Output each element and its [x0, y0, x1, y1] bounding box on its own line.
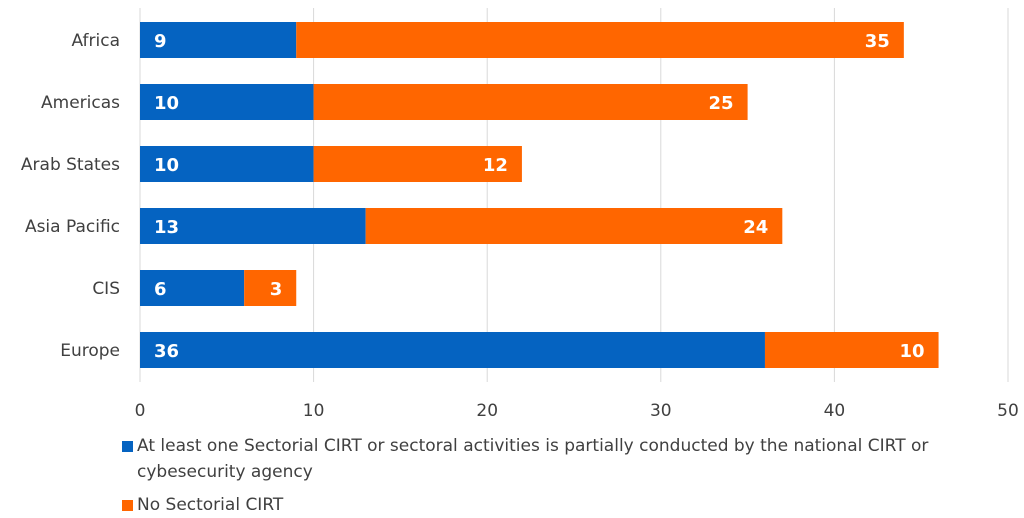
- bar-data-label: 3: [270, 279, 283, 300]
- bar-sectorial-cirt: [140, 270, 245, 306]
- category-label: CIS: [92, 279, 120, 299]
- category-label: Americas: [41, 93, 120, 113]
- category-label: Africa: [72, 31, 121, 51]
- bar-no-sectorial-cirt: [764, 332, 939, 368]
- x-tick-label: 10: [303, 401, 325, 421]
- category-label: Asia Pacific: [25, 217, 120, 237]
- bar-no-sectorial-cirt: [313, 146, 522, 182]
- stacked-bar-chart: 9 35 10 25 10 12 13 24 6 3 36 10 Africa Americas Arab…: [21, 8, 1019, 421]
- bar-data-label: 10: [154, 93, 179, 114]
- legend-label: At least one Sectorial CIRT or sectoral …: [137, 436, 929, 482]
- bar-no-sectorial-cirt: [244, 270, 297, 306]
- legend-swatch-orange: [122, 500, 133, 511]
- x-tick-label: 40: [824, 401, 846, 421]
- category-labels: Africa Americas Arab States Asia Pacific CIS…: [21, 31, 120, 361]
- bar-data-label: 6: [154, 279, 167, 300]
- legend-label: No Sectorial CIRT: [137, 495, 284, 515]
- x-tick-label: 20: [476, 401, 498, 421]
- bar-data-label: 24: [743, 217, 768, 238]
- bar-sectorial-cirt: [140, 84, 314, 120]
- x-axis-ticks: 0 10 20 30 40 50: [135, 401, 1019, 421]
- bar-data-label: 25: [709, 93, 734, 114]
- bars: 9 35 10 25 10 12 13 24 6 3 36 10: [140, 22, 939, 368]
- bar-no-sectorial-cirt: [296, 22, 904, 58]
- legend-item-sectorial-cirt: At least one Sectorial CIRT or sectoral …: [122, 433, 1017, 485]
- bar-data-label: 13: [154, 217, 179, 238]
- bar-data-label: 36: [154, 341, 179, 362]
- bar-data-label: 9: [154, 31, 167, 52]
- bar-sectorial-cirt: [140, 332, 765, 368]
- x-tick-label: 30: [650, 401, 672, 421]
- legend-swatch-blue: [122, 441, 133, 452]
- bar-data-label: 12: [483, 155, 508, 176]
- bar-no-sectorial-cirt: [365, 208, 783, 244]
- bar-sectorial-cirt: [140, 146, 314, 182]
- x-tick-label: 50: [997, 401, 1019, 421]
- bar-data-label: 10: [899, 341, 924, 362]
- gridlines: [139, 8, 1009, 382]
- legend-item-no-sectorial-cirt: No Sectorial CIRT: [122, 492, 1017, 518]
- bar-data-label: 35: [865, 31, 890, 52]
- bar-sectorial-cirt: [140, 208, 366, 244]
- category-label: Arab States: [21, 155, 120, 175]
- bar-sectorial-cirt: [140, 22, 297, 58]
- bar-data-label: 10: [154, 155, 179, 176]
- category-label: Europe: [60, 341, 120, 361]
- bar-no-sectorial-cirt: [313, 84, 748, 120]
- x-tick-label: 0: [135, 401, 146, 421]
